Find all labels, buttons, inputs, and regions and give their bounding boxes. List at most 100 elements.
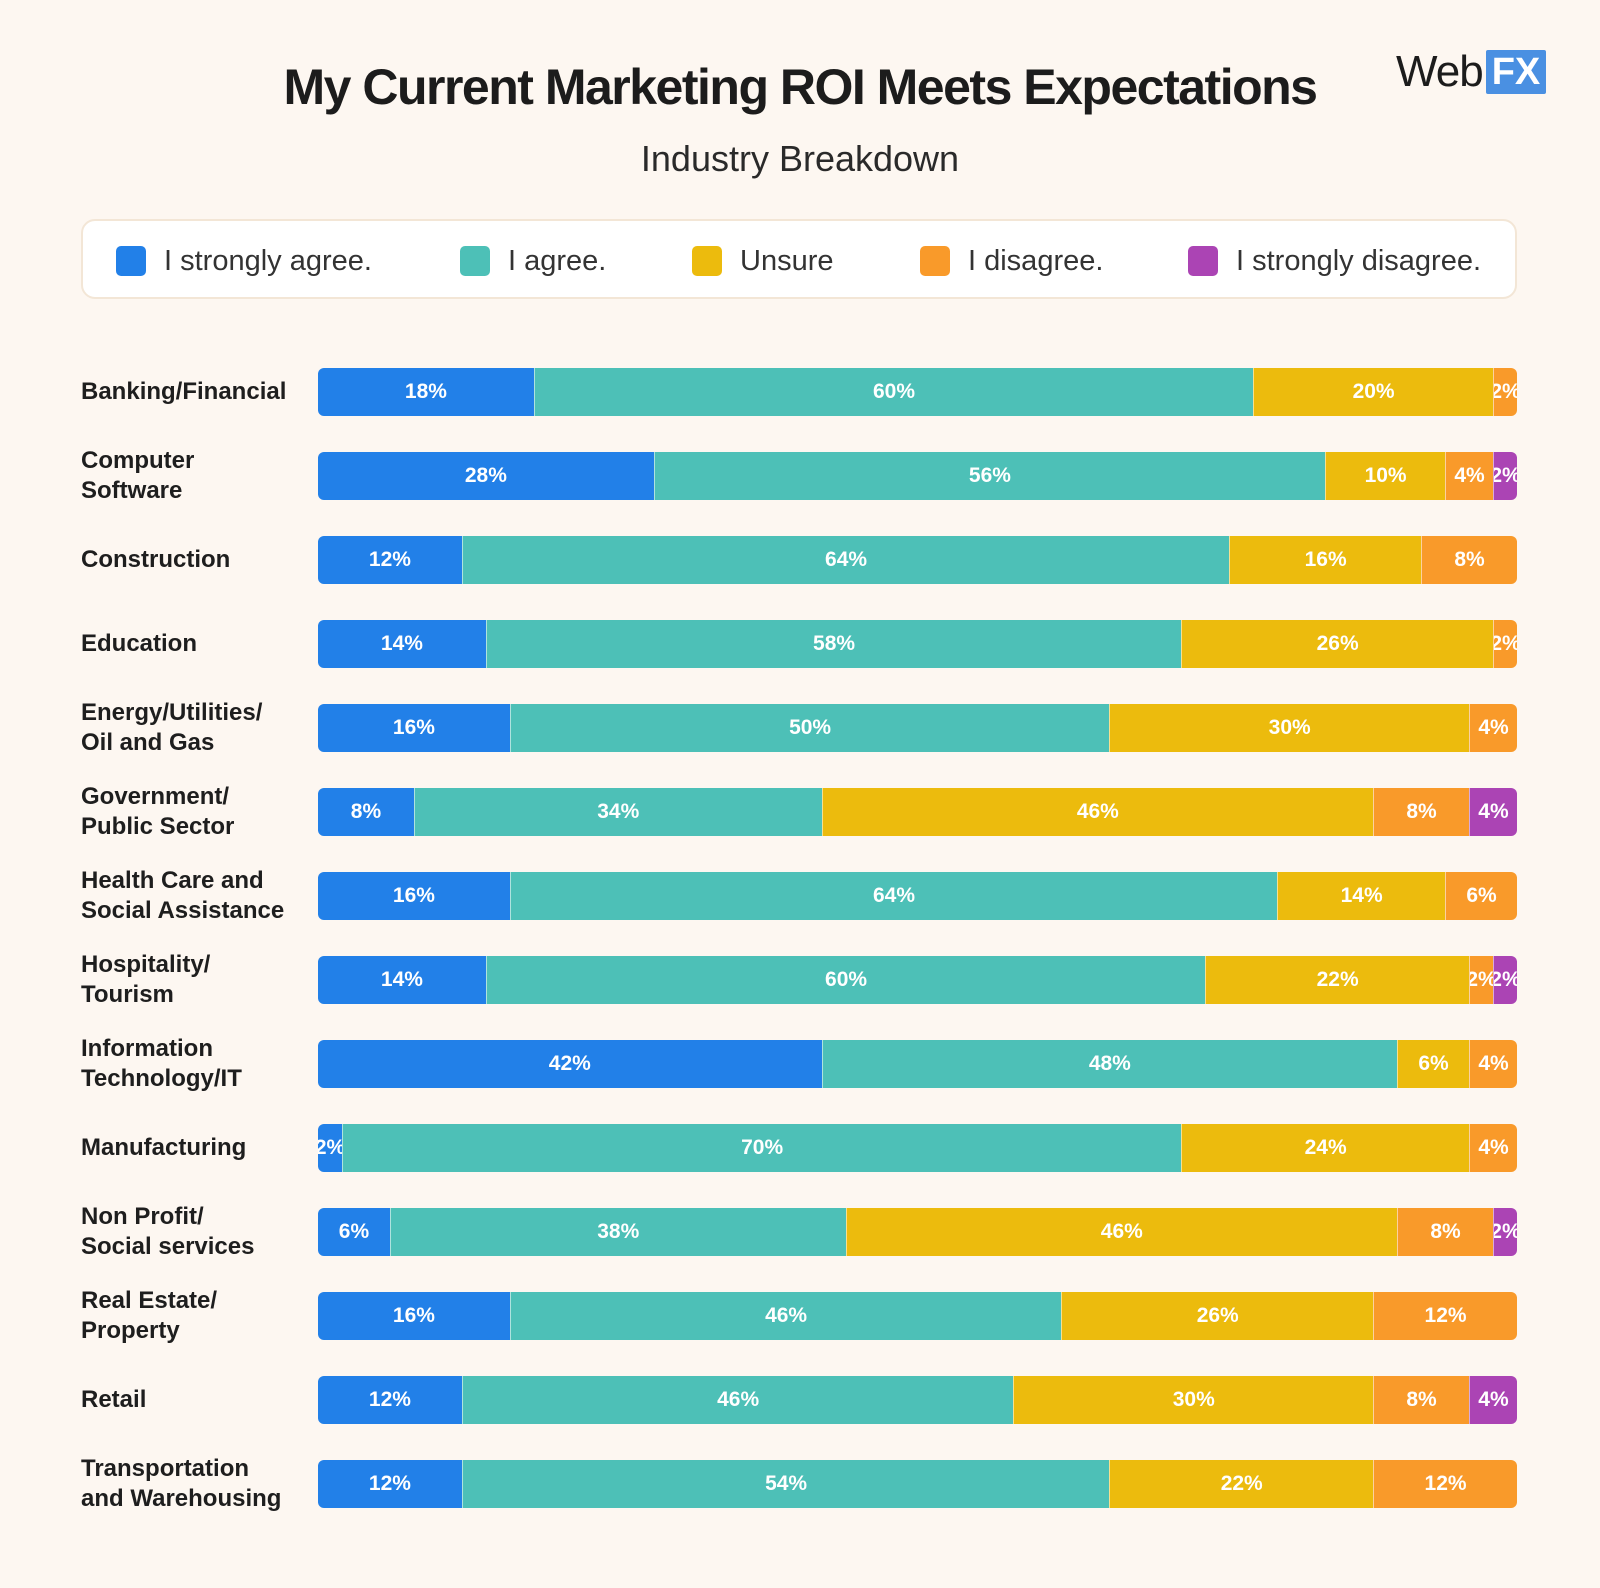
bar-segment-retail-unsure: 30%: [1013, 1376, 1374, 1424]
bar-segment-transportation-and-warehousing-agree: 54%: [461, 1460, 1110, 1508]
chart-subtitle: Industry Breakdown: [640, 138, 960, 179]
bar-segment-manufacturing-unsure: 24%: [1181, 1124, 1470, 1172]
bar-segment-banking-financial-strongly-agree: 18%: [318, 368, 534, 416]
bar-segment-energy-utilities-oil-and-gas-disagree: 4%: [1469, 704, 1517, 752]
category-label-non-profit-social-services: Non Profit/Social services: [81, 1203, 255, 1260]
bar-segment-computer-software-strongly-agree: 28%: [318, 452, 654, 500]
legend-swatch-strongly-disagree: [1188, 246, 1218, 276]
bar-segment-hospitality-tourism-agree: 60%: [485, 956, 1206, 1004]
bar-health-care-and-social-assistance: 16% 64% 14% 6%: [318, 872, 1517, 920]
bar-segment-non-profit-social-services-strongly-disagree: 2%: [1492, 1208, 1517, 1256]
legend-item-disagree: I disagree.: [920, 221, 1103, 301]
bar-government-public-sector: 8% 34% 46% 8% 4%: [318, 788, 1517, 836]
bar-information-technology-it: 42% 48% 6% 4%: [318, 1040, 1517, 1088]
bar-real-estate-property: 16% 46% 26% 12%: [318, 1292, 1517, 1340]
bar-transportation-and-warehousing: 12% 54% 22% 12%: [318, 1460, 1517, 1508]
bar-segment-real-estate-property-disagree: 12%: [1373, 1292, 1517, 1340]
category-label-manufacturing: Manufacturing: [81, 1134, 247, 1161]
bar-segment-manufacturing-agree: 70%: [341, 1124, 1182, 1172]
bar-segment-computer-software-agree: 56%: [653, 452, 1326, 500]
legend-item-strongly-disagree: I strongly disagree.: [1188, 221, 1481, 301]
logo-fx-text: FX: [1485, 50, 1547, 94]
category-label-government-public-sector: Government/Public Sector: [81, 783, 235, 840]
bar-segment-transportation-and-warehousing-unsure: 22%: [1109, 1460, 1374, 1508]
bar-computer-software: 28%56%10%4%2%: [318, 452, 1517, 500]
legend-item-agree: I agree.: [460, 221, 606, 301]
bar-segment-health-care-and-social-assistance-strongly-agree: 16%: [318, 872, 510, 920]
category-label-banking-financial: Banking/Financial: [81, 378, 287, 405]
bar-segment-information-technology-it-agree: 48%: [821, 1040, 1398, 1088]
logo-web-text: Web: [1396, 47, 1484, 96]
bar-education: 14%58%26%2%: [318, 620, 1517, 668]
bar-segment-construction-agree: 64%: [461, 536, 1230, 584]
bar-segment-real-estate-property-unsure: 26%: [1061, 1292, 1374, 1340]
legend-swatch-agree: [460, 246, 490, 276]
bar-segment-computer-software-strongly-disagree: 2%: [1493, 452, 1517, 500]
bar-segment-education-strongly-agree: 14%: [318, 620, 486, 668]
bar-segment-manufacturing-strongly-agree: 2%: [318, 1124, 342, 1172]
legend-swatch-disagree: [920, 246, 950, 276]
bar-manufacturing: 2%70%24%4%: [318, 1124, 1517, 1172]
bar-segment-transportation-and-warehousing-disagree: 12%: [1373, 1460, 1517, 1508]
category-label-hospitality-tourism: Hospitality/Tourism: [81, 951, 211, 1008]
legend-swatch-unsure: [692, 246, 722, 276]
bar-segment-construction-disagree: 8%: [1421, 536, 1517, 584]
bar-segment-computer-software-unsure: 10%: [1325, 452, 1446, 500]
bar-segment-information-technology-it-unsure: 6%: [1397, 1040, 1470, 1088]
bar-segment-banking-financial-disagree: 2%: [1493, 368, 1517, 416]
bar-hospitality-tourism: 14%60%22%2%2%: [318, 956, 1517, 1004]
legend-item-unsure: Unsure: [692, 221, 834, 301]
bar-segment-construction-strongly-agree: 12%: [318, 536, 462, 584]
bar-banking-financial: 18%60%20%2%: [318, 368, 1517, 416]
bar-segment-retail-strongly-agree: 12%: [318, 1376, 462, 1424]
bar-segment-transportation-and-warehousing-strongly-agree: 12%: [318, 1460, 462, 1508]
bar-segment-hospitality-tourism-unsure: 22%: [1205, 956, 1470, 1004]
legend-label-strongly-agree: I strongly agree.: [164, 244, 372, 277]
category-label-information-technology-it: Information Technology/IT: [81, 1035, 242, 1092]
bar-retail: 12% 46% 30% 8% 4%: [318, 1376, 1517, 1424]
bar-segment-information-technology-it-disagree: 4%: [1469, 1040, 1517, 1088]
bar-segment-government-public-sector-strongly-agree: 8%: [318, 788, 414, 836]
bar-segment-education-disagree: 2%: [1493, 620, 1517, 668]
legend-swatch-strongly-agree: [116, 246, 146, 276]
bar-segment-non-profit-social-services-strongly-agree: 6%: [318, 1208, 390, 1256]
bar-segment-information-technology-it-strongly-agree: 42%: [318, 1040, 822, 1088]
legend-label-disagree: I disagree.: [968, 244, 1104, 277]
chart-legend: I strongly agree. I agree. Unsure I disa…: [81, 219, 1517, 299]
bar-segment-real-estate-property-agree: 46%: [509, 1292, 1062, 1340]
bar-segment-health-care-and-social-assistance-disagree: 6%: [1445, 872, 1517, 920]
bar-energy-utilities-oil-and-gas: 16% 50% 30% 4%: [318, 704, 1517, 752]
bar-segment-government-public-sector-agree: 34%: [413, 788, 822, 836]
bar-segment-retail-strongly-disagree: 4%: [1469, 1376, 1517, 1424]
category-label-construction: Construction: [81, 546, 231, 573]
bar-segment-banking-financial-agree: 60%: [533, 368, 1254, 416]
category-label-education: Education: [81, 630, 198, 657]
bar-segment-health-care-and-social-assistance-unsure: 14%: [1277, 872, 1446, 920]
bar-segment-education-agree: 58%: [485, 620, 1182, 668]
chart-title: My Current Marketing ROI Meets Expectati…: [283, 59, 1318, 115]
bar-segment-hospitality-tourism-disagree: 2%: [1469, 956, 1493, 1004]
legend-item-strongly-agree: I strongly agree.: [116, 221, 372, 301]
legend-label-agree: I agree.: [508, 244, 607, 277]
bar-segment-non-profit-social-services-disagree: 8%: [1397, 1208, 1493, 1256]
category-label-energy-utilities-oil-and-gas: Energy/Utilities/Oil and Gas: [81, 699, 263, 756]
bar-construction: 12% 64% 16% 8%: [318, 536, 1517, 584]
category-label-health-care-and-social-assistance: Health Care and Social Assistance: [81, 867, 285, 924]
bar-segment-energy-utilities-oil-and-gas-agree: 50%: [509, 704, 1110, 752]
category-label-retail: Retail: [81, 1386, 147, 1413]
bar-segment-real-estate-property-strongly-agree: 16%: [318, 1292, 510, 1340]
bar-non-profit-social-services: 6%38%46%8%2%: [318, 1208, 1517, 1256]
webfx-logo: Web FX: [1396, 47, 1547, 96]
bar-segment-hospitality-tourism-strongly-agree: 14%: [318, 956, 486, 1004]
bar-segment-manufacturing-disagree: 4%: [1469, 1124, 1517, 1172]
category-label-transportation-and-warehousing: Transportation and Warehousing: [81, 1455, 282, 1512]
bar-segment-computer-software-disagree: 4%: [1445, 452, 1493, 500]
bar-segment-non-profit-social-services-unsure: 46%: [845, 1208, 1398, 1256]
bar-segment-government-public-sector-disagree: 8%: [1373, 788, 1469, 836]
bar-segment-construction-unsure: 16%: [1229, 536, 1422, 584]
bar-segment-education-unsure: 26%: [1181, 620, 1493, 668]
bar-segment-government-public-sector-strongly-disagree: 4%: [1469, 788, 1517, 836]
legend-label-unsure: Unsure: [740, 244, 834, 277]
bar-segment-non-profit-social-services-agree: 38%: [389, 1208, 846, 1256]
bar-segment-health-care-and-social-assistance-agree: 64%: [509, 872, 1278, 920]
